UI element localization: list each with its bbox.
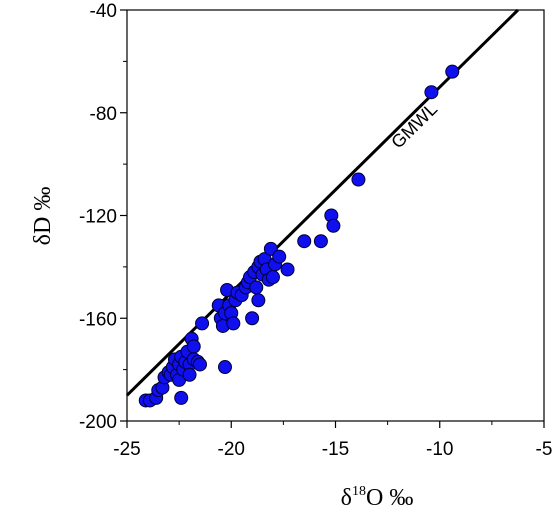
data-point <box>280 262 295 277</box>
data-point <box>297 234 312 249</box>
x-tick-label: -25 <box>113 439 140 460</box>
data-point <box>217 360 232 375</box>
data-point <box>182 367 197 382</box>
data-point <box>195 316 210 331</box>
x-axis-title: δ18O ‰ <box>341 484 414 511</box>
y-axis-title: δD ‰ <box>30 187 56 246</box>
y-tick-label: -120 <box>79 207 117 228</box>
data-point <box>186 339 201 354</box>
x-axis-title-delta: δ <box>341 485 352 511</box>
data-point <box>313 234 328 249</box>
y-tick-label: -200 <box>79 412 117 433</box>
tick-labels: -25 -20 -15 -10 -5 -200 -160 -120 -80 -40 <box>79 1 552 460</box>
x-tick-label: -5 <box>536 439 553 460</box>
data-point <box>445 64 460 79</box>
data-point <box>174 390 189 405</box>
data-point <box>249 280 264 295</box>
data-point <box>251 293 266 308</box>
y-tick-label: -40 <box>90 1 117 22</box>
x-axis-title-rest: O ‰ <box>366 485 413 511</box>
y-tick-label: -160 <box>79 309 117 330</box>
data-point <box>192 357 207 372</box>
axis-ticks <box>120 9 545 428</box>
data-point <box>272 249 287 264</box>
x-axis-title-superscript: 18 <box>352 484 366 499</box>
data-point <box>424 85 439 100</box>
data-point <box>245 311 260 326</box>
data-point <box>351 172 366 187</box>
x-tick-label: -15 <box>322 439 349 460</box>
data-point <box>226 316 241 331</box>
data-points <box>138 64 460 408</box>
data-point <box>326 218 341 233</box>
x-tick-label: -10 <box>426 439 453 460</box>
x-tick-label: -20 <box>218 439 245 460</box>
data-point <box>265 270 280 285</box>
y-tick-label: -80 <box>90 104 117 125</box>
